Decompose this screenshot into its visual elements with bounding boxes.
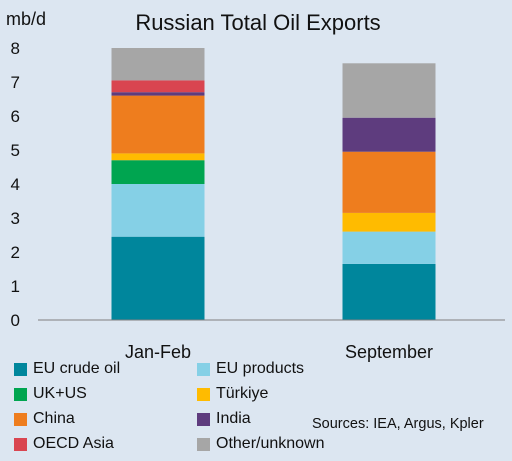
x-tick-label: Jan-Feb (125, 342, 191, 362)
bar-segment-0-7 (111, 48, 205, 81)
legend-label: India (216, 410, 251, 427)
legend-label: EU products (216, 360, 305, 377)
bar-segment-0-0 (111, 236, 205, 320)
x-axis-ticks: Jan-Feb September (125, 342, 433, 362)
bar-segment-1-3 (342, 212, 436, 232)
y-tick-label: 5 (11, 141, 20, 160)
bar-segment-0-1 (111, 184, 205, 237)
bar-segment-1-0 (342, 263, 436, 320)
legend-label: UK+US (33, 385, 87, 402)
legend-label: Türkiye (216, 385, 269, 402)
bar-segment-0-4 (111, 95, 205, 154)
y-tick-label: 6 (11, 107, 20, 126)
legend-swatch (14, 362, 27, 376)
bar-segment-1-4 (342, 151, 436, 213)
legend-swatch (197, 387, 210, 401)
y-tick-label: 1 (11, 277, 20, 296)
bar-stacks (111, 48, 436, 320)
bar-segment-1-7 (342, 63, 436, 118)
bar-segment-1-1 (342, 231, 436, 264)
y-tick-label: 4 (11, 175, 20, 194)
legend-swatch (14, 412, 27, 426)
bar-segment-0-3 (111, 153, 205, 161)
y-axis-label: mb/d (6, 9, 46, 29)
legend-item: EU crude oil (14, 358, 120, 380)
legend-label: EU crude oil (33, 360, 121, 377)
legend-label: China (33, 410, 75, 427)
chart-title: Russian Total Oil Exports (135, 10, 380, 35)
bar-segment-0-6 (111, 80, 205, 93)
y-tick-label: 3 (11, 209, 20, 228)
legend-item: UK+US (14, 383, 87, 405)
legend-item: EU products (197, 358, 304, 380)
legend-label: Other/unknown (216, 435, 325, 452)
y-tick-label: 0 (11, 311, 20, 330)
bar-segment-0-5 (111, 92, 205, 96)
y-axis-ticks: 0 1 2 3 4 5 6 7 8 (11, 39, 20, 330)
y-tick-label: 8 (11, 39, 20, 58)
legend-swatch (197, 412, 210, 426)
legend: EU crude oil EU products UK+US Türkiye China… (10, 358, 510, 458)
legend-item: Türkiye (197, 383, 268, 405)
source-note: Sources: IEA, Argus, Kpler (312, 416, 484, 432)
bar-segment-1-5 (342, 117, 436, 152)
legend-item: China (14, 408, 75, 430)
legend-swatch (14, 387, 27, 401)
bar-segment-0-2 (111, 160, 205, 184)
legend-item: OECD Asia (14, 433, 114, 455)
legend-swatch (197, 437, 210, 451)
legend-item: Other/unknown (197, 433, 325, 455)
legend-swatch (14, 437, 27, 451)
legend-item: India (197, 408, 251, 430)
y-tick-label: 7 (11, 73, 20, 92)
legend-label: OECD Asia (33, 435, 114, 452)
x-tick-label: September (345, 342, 433, 362)
legend-swatch (197, 362, 210, 376)
y-tick-label: 2 (11, 243, 20, 262)
